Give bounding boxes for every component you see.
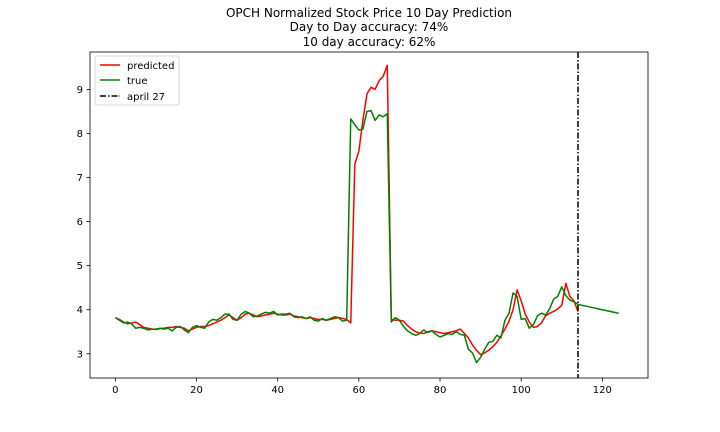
x-tick-label: 20 bbox=[190, 385, 203, 396]
y-tick-label: 8 bbox=[77, 129, 83, 140]
chart-title: OPCH Normalized Stock Price 10 Day Predi… bbox=[226, 6, 512, 20]
x-tick-label: 40 bbox=[271, 385, 284, 396]
legend-label-true: true bbox=[127, 76, 148, 87]
x-tick-label: 60 bbox=[352, 385, 365, 396]
y-tick-label: 4 bbox=[77, 305, 83, 316]
chart-subtitle-line-2: 10 day accuracy: 62% bbox=[303, 35, 436, 49]
x-tick-label: 120 bbox=[593, 385, 612, 396]
y-tick-label: 6 bbox=[77, 217, 83, 228]
plot-area bbox=[114, 52, 619, 378]
legend-box bbox=[94, 55, 180, 106]
axes-frame bbox=[89, 51, 649, 379]
x-axis: 0 20 40 60 80 100 120 bbox=[112, 378, 612, 396]
y-tick-label: 9 bbox=[77, 85, 83, 96]
chart-subtitle-line-1: Day to Day accuracy: 74% bbox=[290, 20, 449, 34]
y-tick-label: 7 bbox=[77, 173, 83, 184]
x-tick-label: 0 bbox=[112, 385, 118, 396]
series-line-true bbox=[114, 109, 619, 364]
legend-label-april-27: april 27 bbox=[127, 92, 165, 103]
y-axis: 3 4 5 6 7 8 9 bbox=[77, 85, 90, 360]
x-tick-label: 80 bbox=[434, 385, 447, 396]
x-tick-label: 100 bbox=[512, 385, 531, 396]
y-tick-label: 5 bbox=[77, 261, 83, 272]
y-tick-label: 3 bbox=[77, 349, 83, 360]
legend-label-predicted: predicted bbox=[127, 61, 174, 72]
legend: predicted true april 27 bbox=[94, 55, 180, 106]
